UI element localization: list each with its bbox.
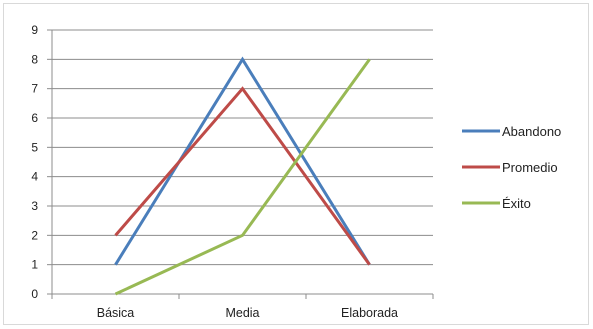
y-tick-label: 1 (31, 258, 38, 272)
y-tick-label: 5 (31, 140, 38, 154)
y-tick-label: 7 (31, 82, 38, 96)
legend-label: Éxito (502, 196, 531, 211)
y-tick-label: 9 (31, 23, 38, 37)
x-tick-label: Elaborada (341, 306, 398, 320)
x-tick-label: Básica (97, 306, 135, 320)
y-tick-label: 0 (31, 287, 38, 301)
y-tick-label: 3 (31, 199, 38, 213)
legend-label: Promedio (502, 160, 558, 175)
y-tick-label: 2 (31, 228, 38, 242)
y-tick-label: 6 (31, 111, 38, 125)
legend-label: Abandono (502, 124, 561, 139)
y-tick-label: 8 (31, 52, 38, 66)
y-tick-label: 4 (31, 170, 38, 184)
x-tick-label: Media (225, 306, 259, 320)
